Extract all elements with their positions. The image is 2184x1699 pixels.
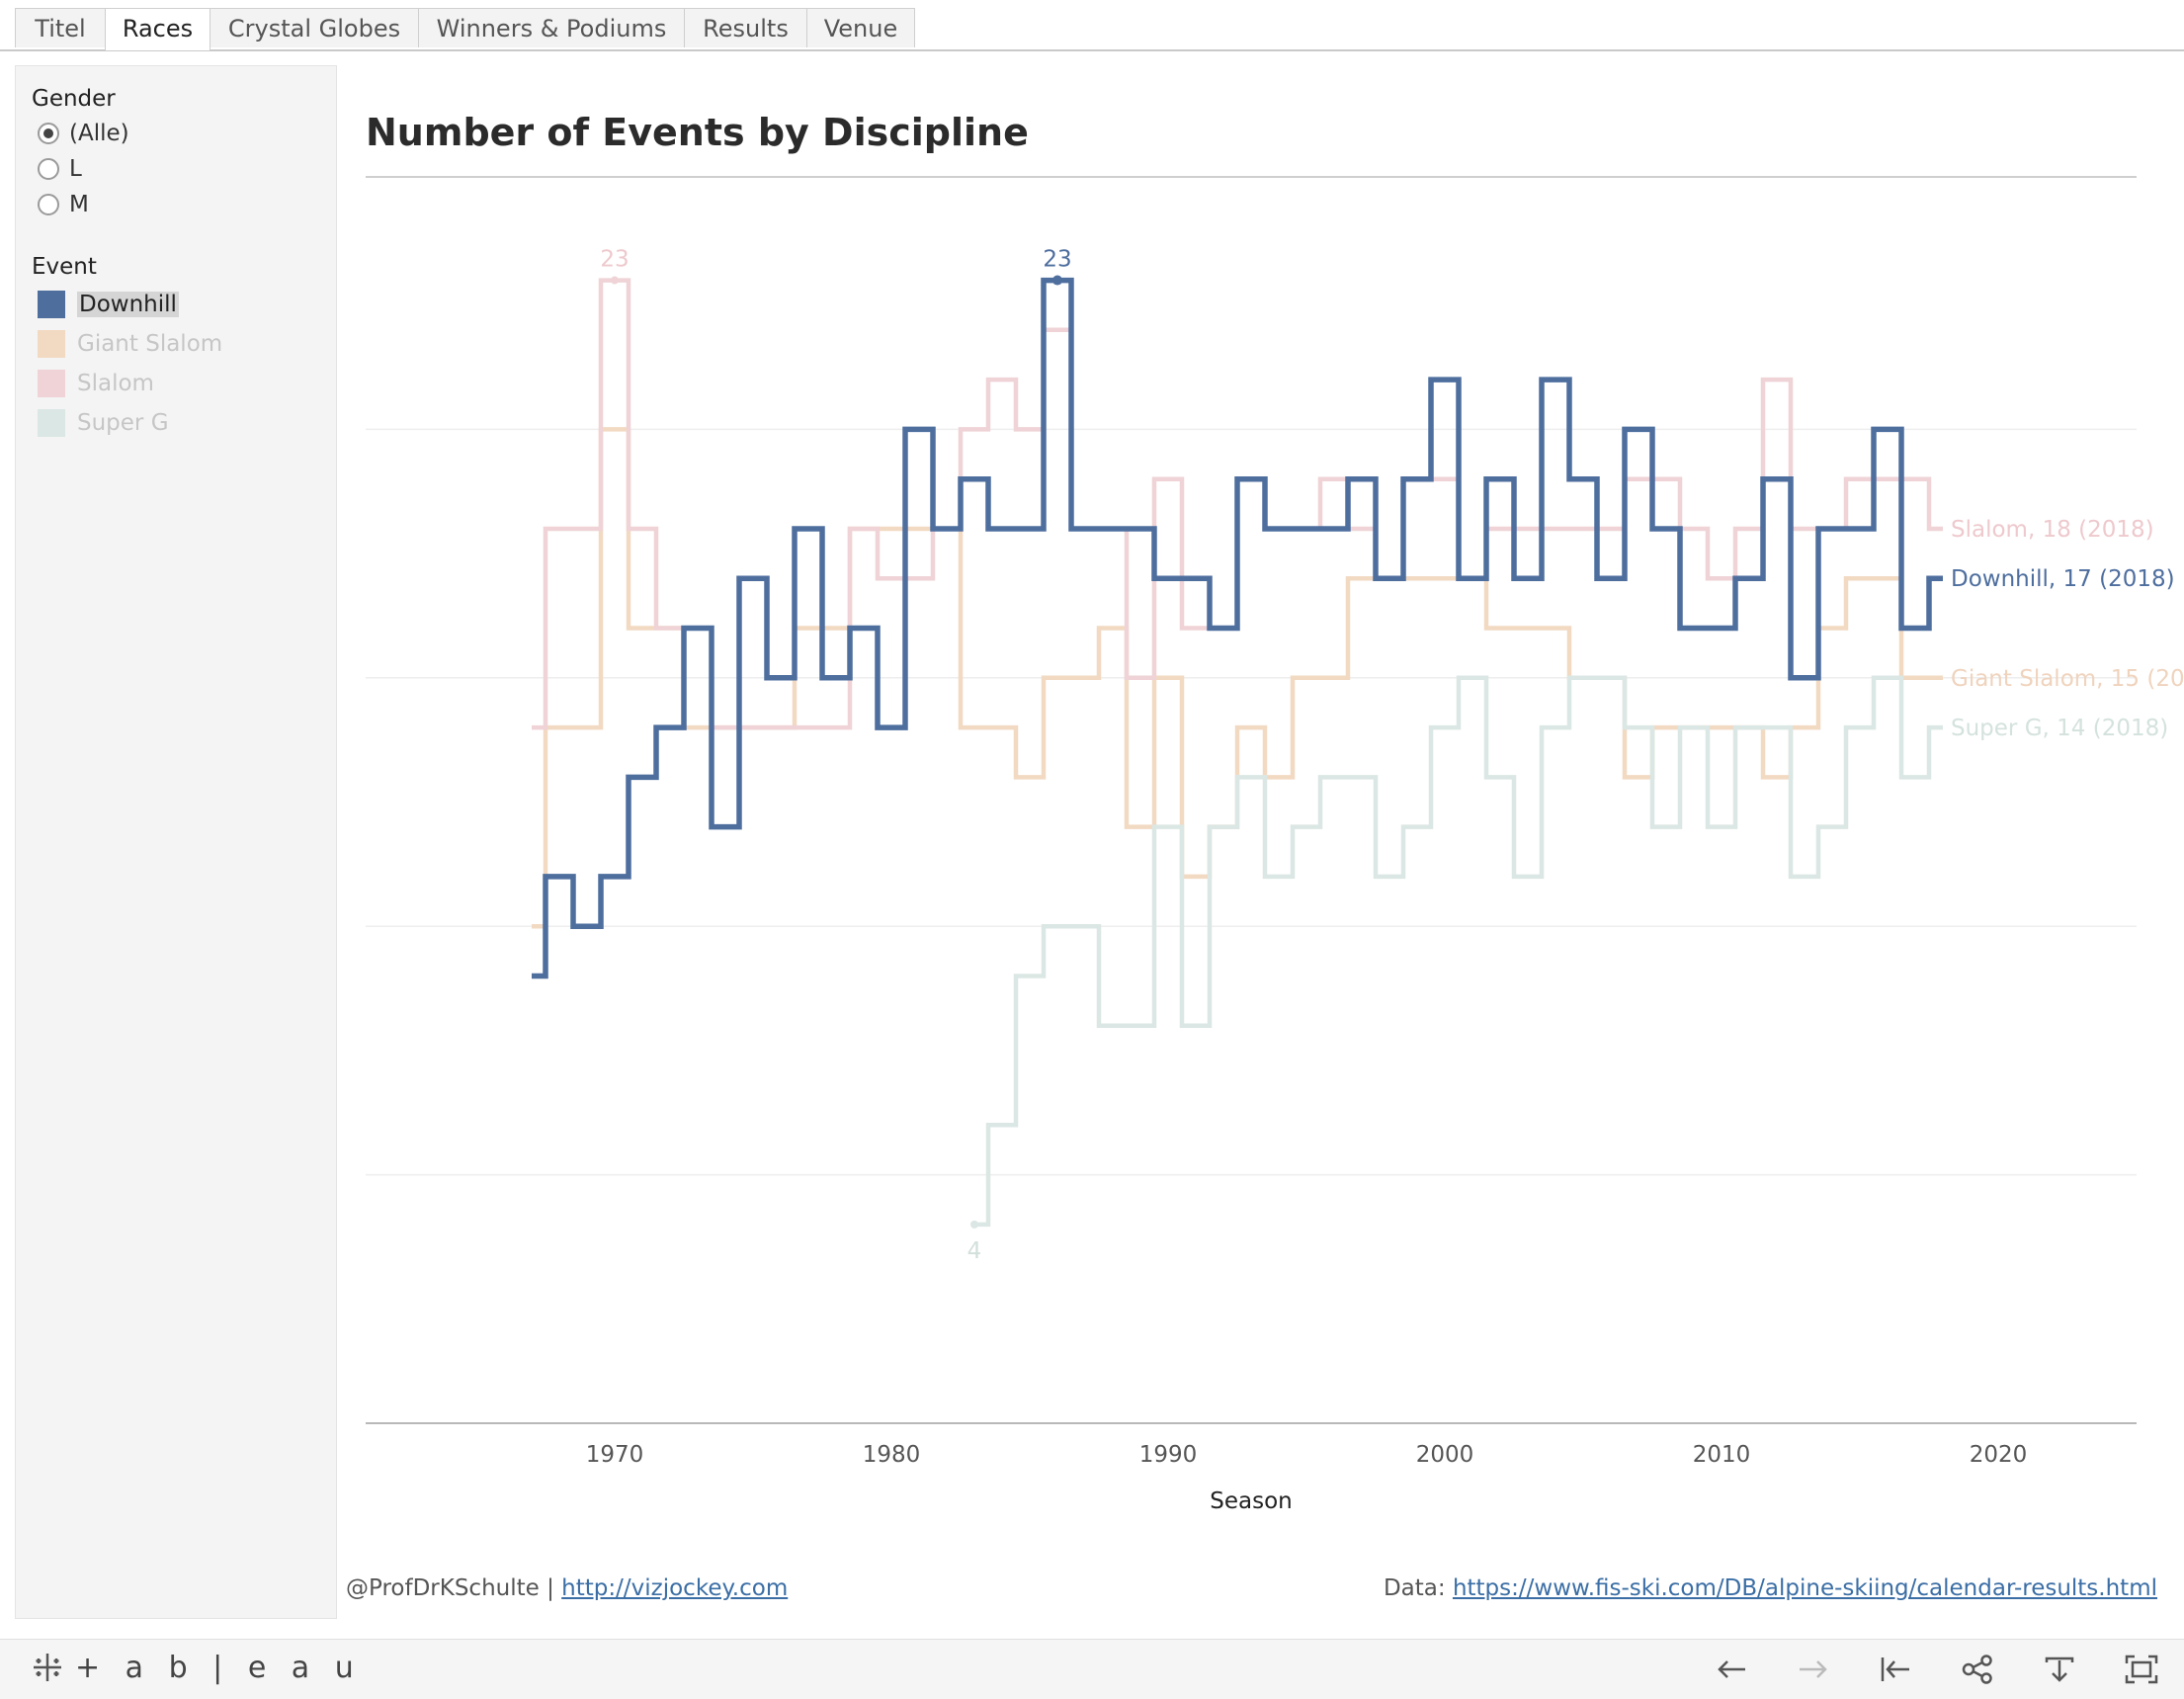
radio-icon bbox=[38, 194, 59, 215]
legend-swatch bbox=[38, 370, 65, 397]
legend-swatch bbox=[38, 291, 65, 318]
x-tick-label: 1970 bbox=[586, 1442, 644, 1468]
revert-icon[interactable] bbox=[1874, 1648, 1917, 1691]
bottom-toolbar: + a b | e a u bbox=[0, 1639, 2184, 1699]
tableau-logo[interactable]: + a b | e a u bbox=[30, 1650, 362, 1685]
tableau-cross-icon bbox=[34, 1654, 61, 1681]
series-end-label-slalom: Slalom, 18 (2018) bbox=[1951, 517, 2154, 543]
x-tick-label: 2010 bbox=[1693, 1442, 1751, 1468]
annotation-point bbox=[970, 1220, 978, 1229]
title-divider bbox=[366, 176, 2137, 178]
download-icon[interactable] bbox=[2038, 1648, 2081, 1691]
x-axis-title: Season bbox=[1210, 1488, 1292, 1514]
series-line-downhill bbox=[532, 277, 1943, 979]
tab-venue[interactable]: Venue bbox=[806, 8, 915, 47]
gender-option-all[interactable]: (Alle) bbox=[38, 119, 129, 148]
legend-item-giant-slalom[interactable]: Giant Slalom bbox=[38, 328, 222, 360]
legend-label: Giant Slalom bbox=[77, 331, 223, 357]
tab-bar: Titel Races Crystal Globes Winners & Pod… bbox=[0, 0, 2184, 51]
legend-item-super-g[interactable]: Super G bbox=[38, 407, 169, 439]
legend-item-downhill[interactable]: Downhill bbox=[38, 289, 179, 320]
annotation-label: 4 bbox=[967, 1238, 982, 1264]
x-tick-label: 1980 bbox=[863, 1442, 921, 1468]
legend-swatch bbox=[38, 409, 65, 437]
x-tick-label: 2020 bbox=[1970, 1442, 2028, 1468]
fullscreen-icon[interactable] bbox=[2120, 1648, 2163, 1691]
series-line-super-g bbox=[974, 675, 1943, 1228]
legend-label: Slalom bbox=[77, 371, 154, 396]
tab-crystal-globes[interactable]: Crystal Globes bbox=[210, 8, 419, 47]
gender-option-label: M bbox=[69, 192, 89, 217]
redo-icon[interactable] bbox=[1792, 1648, 1835, 1691]
annotation-label: 23 bbox=[1043, 247, 1071, 273]
gender-filter-title: Gender bbox=[32, 86, 116, 112]
legend-swatch bbox=[38, 330, 65, 358]
tab-races[interactable]: Races bbox=[105, 8, 210, 50]
tab-winners-podiums[interactable]: Winners & Podiums bbox=[418, 8, 685, 47]
annotation-point bbox=[611, 276, 619, 285]
gender-option-label: (Alle) bbox=[69, 121, 129, 146]
vizjockey-link[interactable]: http://vizjockey.com bbox=[561, 1575, 789, 1601]
legend-label: Downhill bbox=[77, 292, 179, 317]
event-legend-title: Event bbox=[32, 254, 97, 280]
annotation-point bbox=[1052, 275, 1062, 286]
annotation-label: 23 bbox=[600, 247, 629, 273]
gender-option-label: L bbox=[69, 156, 82, 182]
x-tick-label: 2000 bbox=[1416, 1442, 1474, 1468]
series-end-label-downhill: Downhill, 17 (2018) bbox=[1951, 566, 2175, 592]
gender-option-l[interactable]: L bbox=[38, 154, 82, 184]
footer-credit: @ProfDrKSchulte | http://vizjockey.com bbox=[346, 1575, 788, 1601]
x-tick-label: 1990 bbox=[1139, 1442, 1198, 1468]
legend-item-slalom[interactable]: Slalom bbox=[38, 368, 154, 399]
fis-data-link[interactable]: https://www.fis-ski.com/DB/alpine-skiing… bbox=[1452, 1575, 2157, 1601]
tableau-wordmark: + a b | e a u bbox=[75, 1650, 362, 1685]
credit-text: @ProfDrKSchulte | bbox=[346, 1575, 562, 1601]
radio-icon bbox=[38, 158, 59, 180]
tab-titel[interactable]: Titel bbox=[15, 8, 106, 47]
footer-data-source: Data: https://www.fis-ski.com/DB/alpine-… bbox=[1384, 1575, 2157, 1601]
chart-title: Number of Events by Discipline bbox=[366, 111, 1029, 154]
undo-icon[interactable] bbox=[1710, 1648, 1753, 1691]
series-end-label-giant-slalom: Giant Slalom, 15 (2018) bbox=[1951, 666, 2184, 692]
share-icon[interactable] bbox=[1956, 1648, 1999, 1691]
gender-option-m[interactable]: M bbox=[38, 190, 89, 219]
legend-label: Super G bbox=[77, 410, 169, 436]
series-end-label-super-g: Super G, 14 (2018) bbox=[1951, 716, 2168, 741]
radio-checked-icon bbox=[38, 123, 59, 144]
filter-panel: Gender (Alle) L M Event Downhill Giant S… bbox=[15, 65, 337, 1619]
tab-results[interactable]: Results bbox=[684, 8, 807, 47]
step-line-chart: 1970 1980 1990 2000 2010 2020 Season Giant Slal… bbox=[366, 247, 2184, 1514]
data-source-prefix: Data: bbox=[1383, 1575, 1453, 1601]
